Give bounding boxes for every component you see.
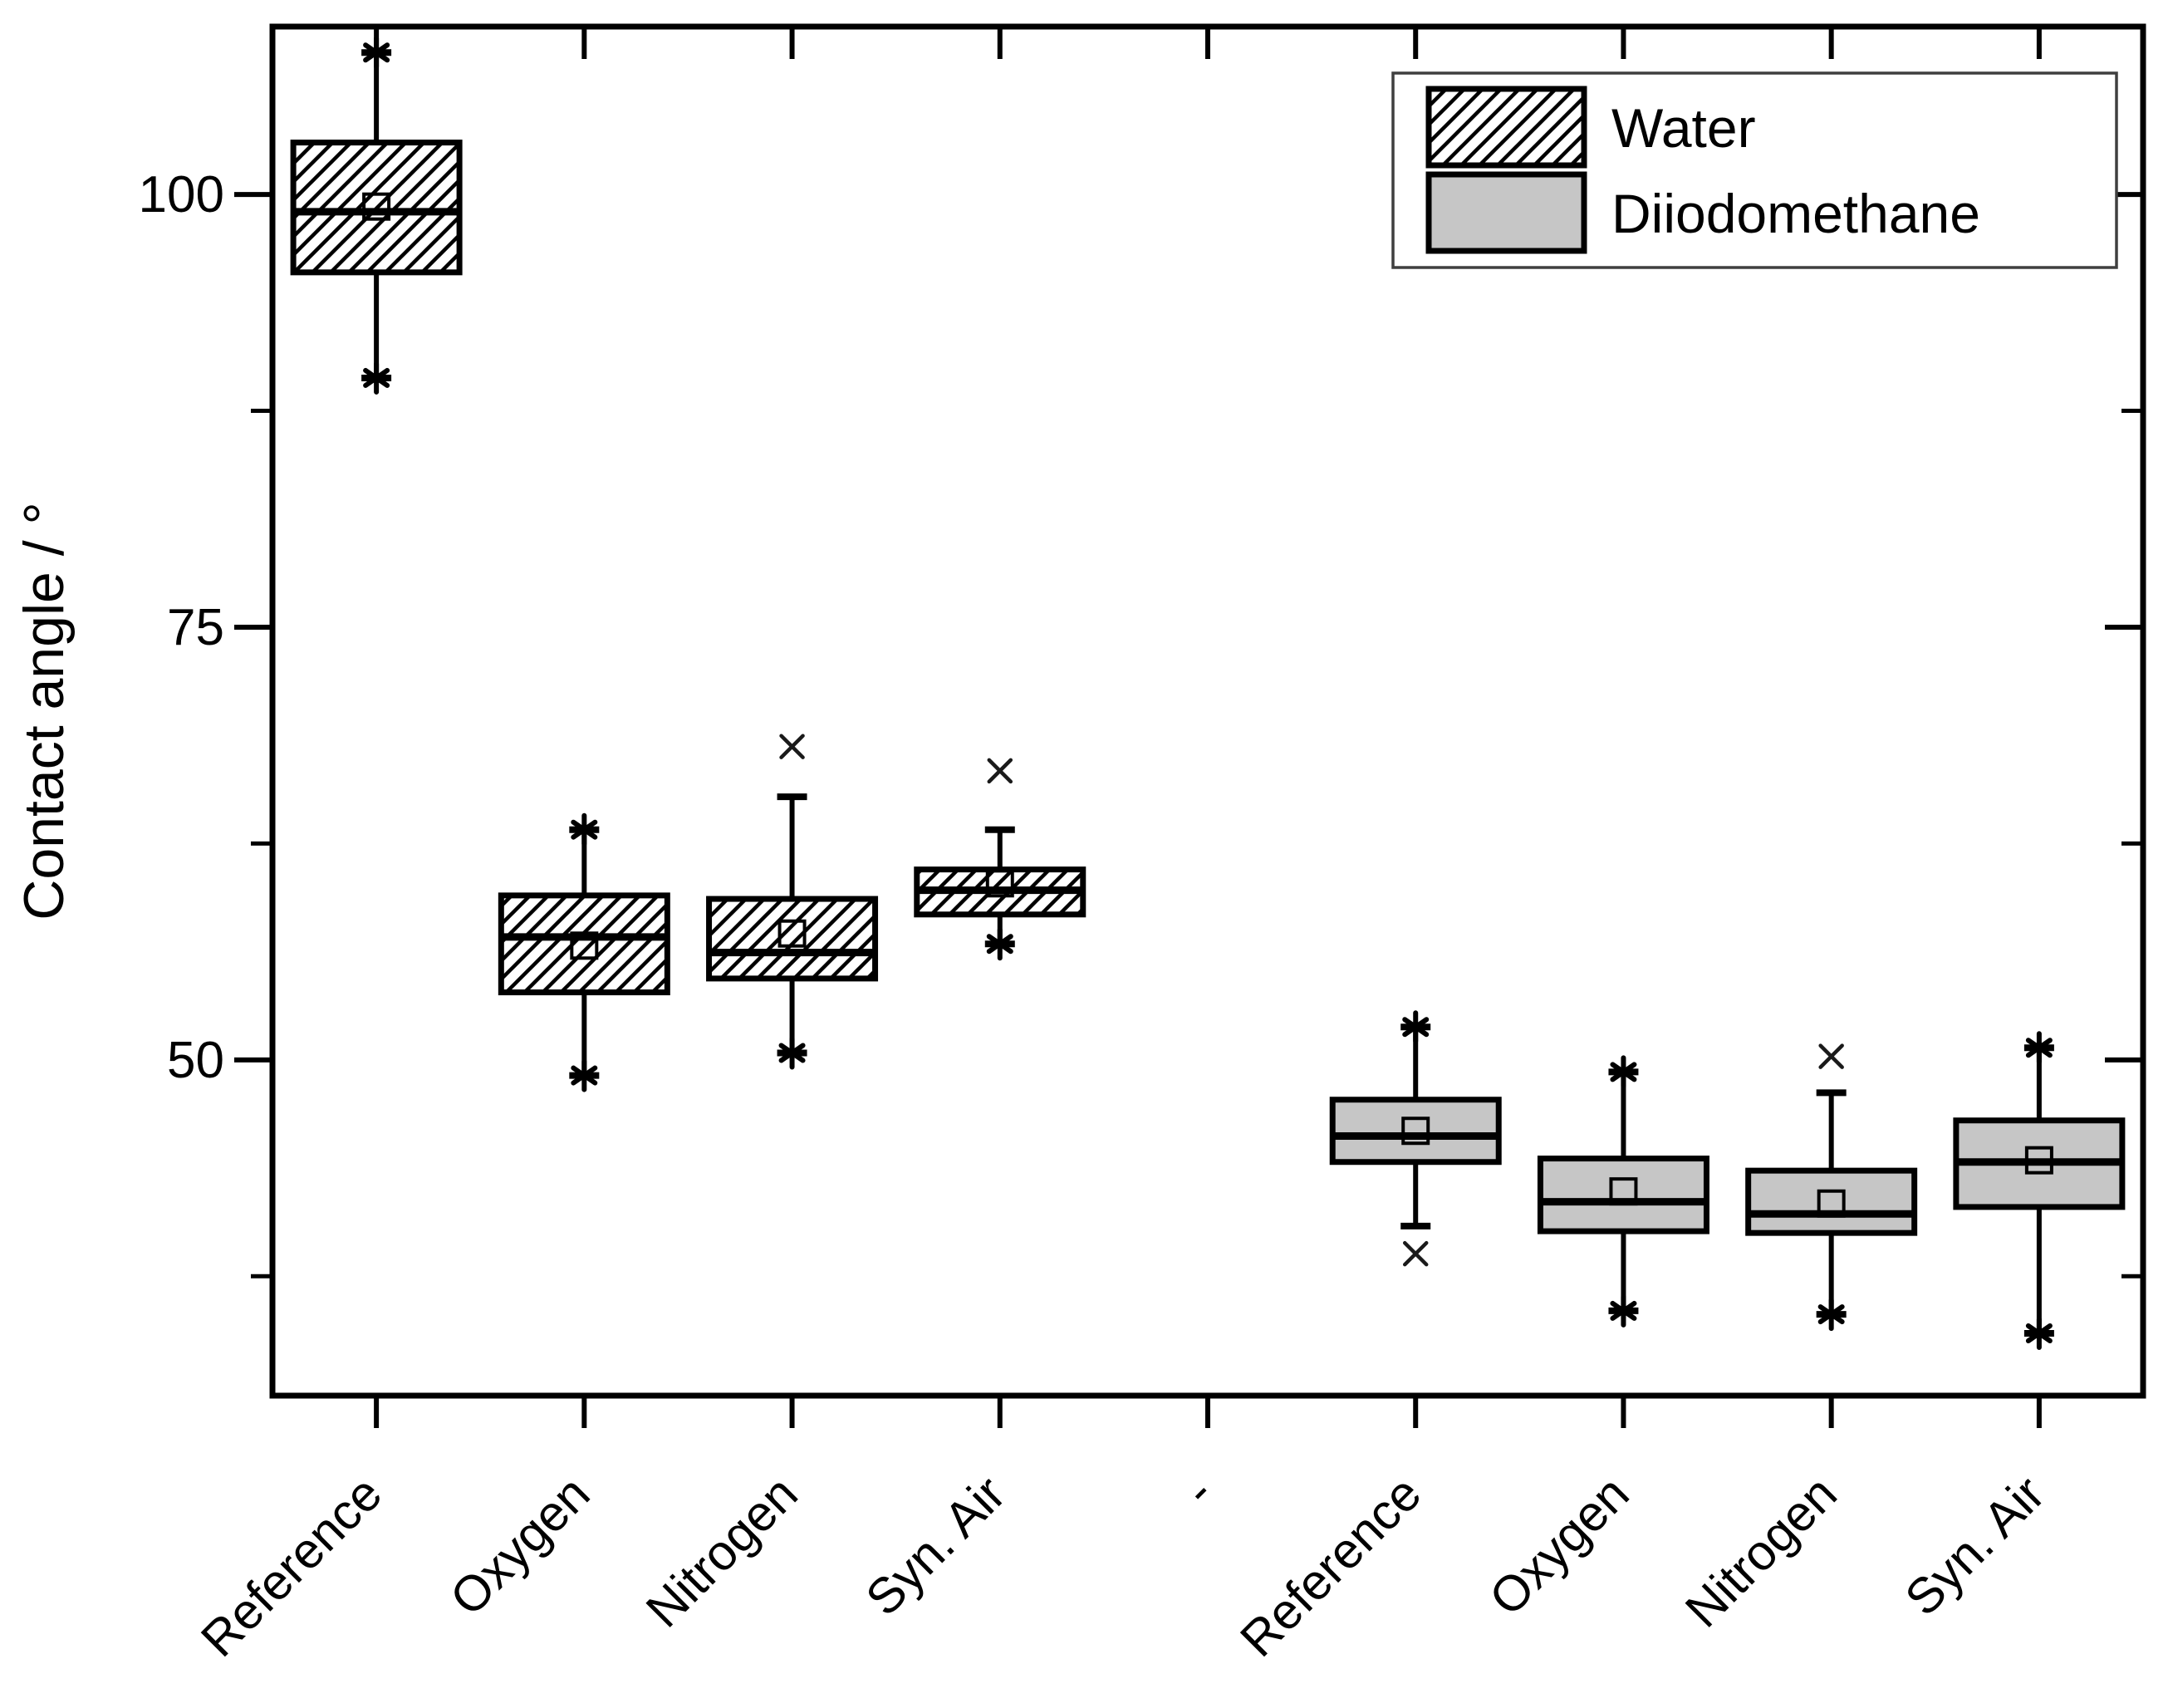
- legend-swatch: [1425, 171, 1587, 254]
- star-extreme-marker: [363, 361, 390, 395]
- cross-outlier-marker: [1818, 1043, 1844, 1069]
- box-diiodomethane-nitrogen: [1745, 1043, 1918, 1332]
- star-extreme-marker: [2025, 1317, 2053, 1350]
- iqr-box: [1745, 1167, 1918, 1236]
- mean-square-marker: [985, 869, 1014, 898]
- mean-square-marker: [362, 192, 391, 221]
- iqr-box: [1329, 1097, 1502, 1166]
- mean-square-marker: [777, 919, 807, 948]
- mean-square-marker: [1401, 1117, 1430, 1146]
- cross-outlier-marker: [987, 758, 1013, 784]
- x-axis-category-label: Syn. Air: [1895, 1465, 2056, 1627]
- box-diiodomethane-syn-air: [1953, 1031, 2126, 1350]
- mean-square-marker: [1609, 1177, 1638, 1206]
- iqr-box: [706, 896, 879, 982]
- iqr-box: [290, 140, 463, 276]
- y-axis-tick-label: 100: [139, 166, 224, 223]
- legend: Water Diiodomethane: [1391, 71, 2118, 269]
- legend-item-diiodomethane: Diiodomethane: [1425, 171, 1980, 254]
- legend-label: Diiodomethane: [1611, 183, 1980, 244]
- y-axis-tick-label: 50: [167, 1032, 224, 1089]
- cross-outlier-marker: [779, 734, 805, 759]
- box-diiodomethane-oxygen: [1537, 1055, 1709, 1328]
- box-water-oxygen: [498, 812, 670, 1092]
- box-water-nitrogen: [706, 734, 879, 1070]
- y-axis-title: Contact angle / °: [12, 502, 76, 920]
- x-axis-category-label: Nitrogen: [635, 1465, 808, 1638]
- x-axis-category-label: Reference: [190, 1465, 392, 1667]
- y-axis-tick-label: 75: [167, 599, 224, 656]
- mean-square-marker: [570, 931, 599, 960]
- star-extreme-marker: [2025, 1031, 2053, 1065]
- legend-item-water: Water: [1425, 86, 1756, 169]
- legend-swatch: [1425, 86, 1587, 169]
- mean-square-marker: [2024, 1146, 2053, 1175]
- x-axis-category-label: -: [1173, 1465, 1224, 1517]
- box-diiodomethane-reference: [1329, 1010, 1502, 1267]
- star-extreme-marker: [1402, 1010, 1430, 1044]
- legend-label: Water: [1611, 97, 1756, 159]
- x-axis-category-label: Nitrogen: [1675, 1465, 1847, 1638]
- star-extreme-marker: [778, 1036, 806, 1070]
- iqr-box: [1537, 1156, 1709, 1234]
- star-extreme-marker: [1817, 1298, 1845, 1332]
- star-extreme-marker: [1610, 1293, 1637, 1328]
- star-extreme-marker: [571, 1058, 598, 1092]
- star-extreme-marker: [986, 927, 1013, 961]
- x-axis-category-label: Oxygen: [1479, 1465, 1640, 1627]
- box-water-reference: [290, 36, 463, 395]
- x-axis-category-label: Reference: [1229, 1465, 1431, 1667]
- star-extreme-marker: [363, 36, 390, 70]
- x-axis-category-label: Syn. Air: [855, 1465, 1016, 1627]
- cross-outlier-marker: [1402, 1240, 1429, 1267]
- star-extreme-marker: [571, 812, 598, 847]
- iqr-box: [498, 892, 670, 996]
- star-extreme-marker: [1610, 1055, 1637, 1089]
- x-axis-category-label: Oxygen: [439, 1465, 601, 1627]
- mean-square-marker: [1817, 1189, 1846, 1218]
- box-water-syn-air: [914, 758, 1086, 961]
